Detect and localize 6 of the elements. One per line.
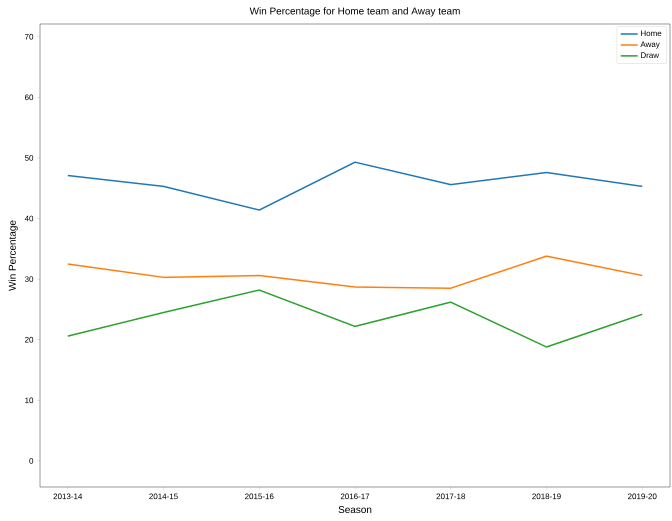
line-series xyxy=(67,161,643,211)
y-axis-title: Win Percentage xyxy=(8,220,18,291)
chart-title: Win Percentage for Home team and Away team xyxy=(250,7,460,16)
line-series xyxy=(67,255,643,289)
x-axis-title: Season xyxy=(338,506,372,514)
line-series xyxy=(67,289,643,348)
